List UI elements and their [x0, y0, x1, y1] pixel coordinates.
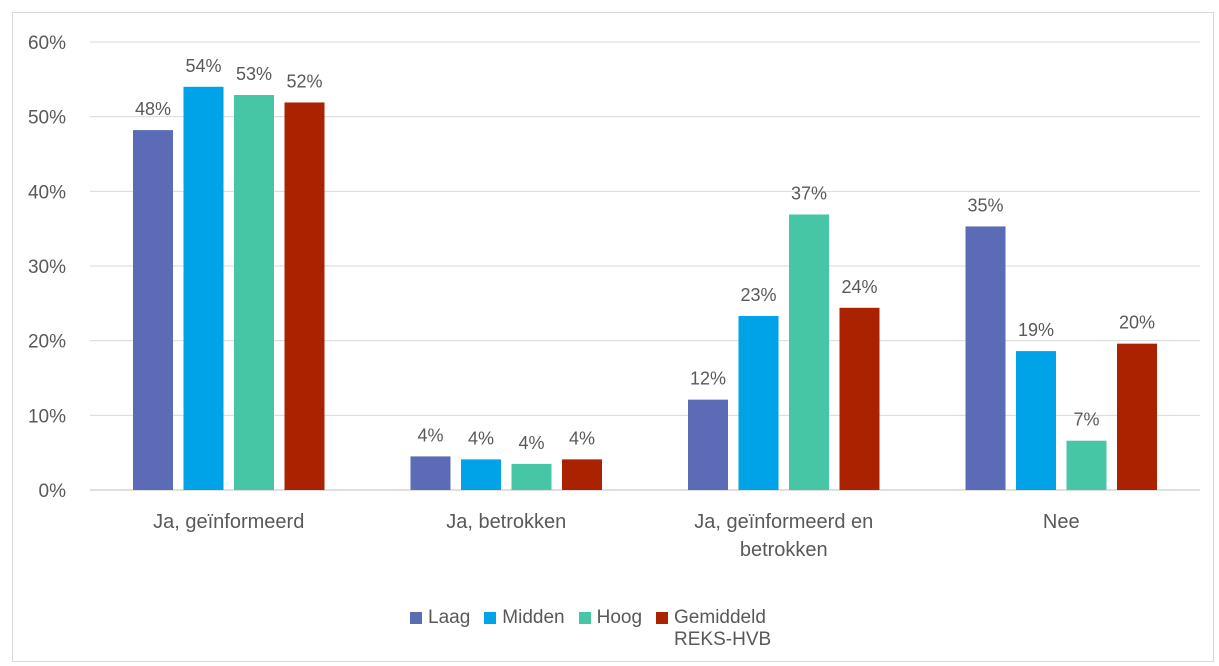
y-tick-label: 0% — [39, 481, 67, 502]
bar — [965, 226, 1006, 490]
x-category-label: Ja, geïnformeerd en betrokken — [694, 511, 873, 561]
y-tick-label: 50% — [28, 108, 66, 129]
bar — [461, 459, 501, 490]
legend-label: Hoog — [596, 607, 643, 628]
data-label: 53% — [236, 64, 272, 84]
bars — [133, 86, 1157, 491]
data-label: 4% — [468, 428, 494, 448]
legend-label: Gemiddeld REKS-HVB — [674, 607, 772, 650]
y-tick-label: 60% — [28, 33, 66, 54]
legend: Laag Midden Hoog Gemiddeld REKS-HVB — [410, 607, 809, 651]
data-label: 24% — [841, 277, 877, 297]
legend-swatch — [656, 612, 669, 624]
x-category-label: Nee — [1043, 511, 1080, 533]
y-tick-label: 20% — [28, 332, 66, 353]
legend-label: Midden — [502, 607, 565, 628]
data-label: 4% — [569, 428, 595, 448]
bar — [562, 459, 602, 490]
data-label: 48% — [135, 99, 171, 119]
data-label: 20% — [1119, 313, 1155, 333]
legend-item: Gemiddeld REKS-HVB — [656, 607, 809, 651]
legend-swatch — [578, 612, 591, 624]
y-axis-tick-labels: 0% 10% 20% 30% 40% 50% 60% — [28, 33, 66, 502]
x-category-label: Ja, geïnformeerd — [153, 511, 304, 533]
bar — [1117, 343, 1157, 490]
bar — [511, 463, 552, 490]
bar — [789, 214, 829, 491]
legend-item: Laag — [410, 607, 470, 629]
data-label: 37% — [791, 183, 827, 203]
legend-label: Laag — [428, 607, 471, 628]
data-label: 4% — [417, 425, 443, 445]
data-label: 23% — [740, 285, 776, 305]
data-label: 7% — [1073, 410, 1099, 430]
legend-item: Midden — [484, 607, 565, 629]
bar — [284, 102, 325, 490]
bar — [738, 316, 779, 490]
data-label: 52% — [286, 71, 322, 91]
data-labels: 48% 4% 12% 35% 54% 4% 23% 19% 53% 4% 37% 7% 52% 4% 24%… — [135, 56, 1155, 453]
data-label: 19% — [1018, 320, 1054, 340]
y-tick-label: 40% — [28, 182, 66, 203]
bar — [1066, 440, 1107, 490]
y-tick-label: 10% — [28, 406, 66, 427]
gridlines — [90, 41, 1200, 491]
legend-swatch — [410, 612, 422, 624]
bar — [688, 399, 728, 490]
bar — [234, 95, 274, 490]
bar — [410, 456, 451, 490]
data-label: 35% — [967, 195, 1003, 215]
y-tick-label: 30% — [28, 257, 66, 278]
bar — [183, 86, 224, 491]
bar — [1016, 351, 1056, 490]
bar — [133, 130, 173, 490]
x-axis-category-labels: Ja, geïnformeerd Ja, betrokken Ja, geïnfor… — [153, 511, 1079, 561]
data-label: 12% — [690, 369, 726, 389]
bar — [839, 307, 880, 490]
data-label: 4% — [518, 433, 544, 453]
data-label: 54% — [185, 56, 221, 76]
legend-item: Hoog — [578, 607, 643, 629]
legend-swatch — [484, 612, 497, 624]
x-category-label: Ja, betrokken — [446, 511, 566, 533]
